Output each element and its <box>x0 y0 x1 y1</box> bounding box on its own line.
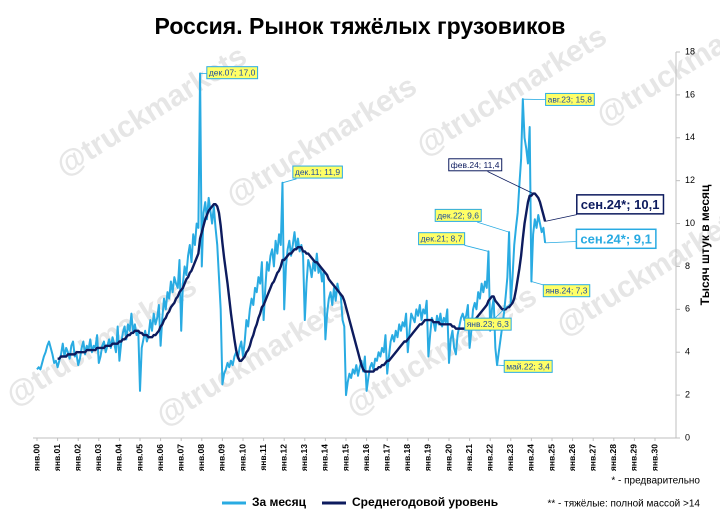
data-label: янв.24; 7,3 <box>531 281 591 298</box>
y-tick-label: 6 <box>685 304 690 314</box>
y-tick-label: 12 <box>685 175 695 185</box>
label-box <box>206 66 259 80</box>
x-tick-label: янв.14 <box>320 444 330 471</box>
data-label-text: дек.22; 9,6 <box>437 210 479 220</box>
label-connector <box>282 178 297 184</box>
y-tick-label: 10 <box>685 218 695 228</box>
data-label-text: дек.11; 11,9 <box>295 167 340 177</box>
data-label: янв.23; 6,3 <box>464 302 512 331</box>
x-tick-label: янв.26 <box>567 444 577 471</box>
x-tick-label: янв.24 <box>526 444 536 471</box>
y-tick-label: 0 <box>685 432 690 442</box>
data-label: дек.11; 11,9 <box>282 165 343 184</box>
x-tick-label: янв.13 <box>299 444 309 471</box>
x-tick-label: янв.02 <box>72 444 82 471</box>
x-tick-label: янв.22 <box>484 444 494 471</box>
label-box <box>542 284 591 298</box>
x-tick-label: янв.08 <box>196 444 206 471</box>
x-tick-label: янв.18 <box>402 444 412 471</box>
label-box <box>292 165 343 179</box>
data-label-text: авг.23; 15,8 <box>548 94 593 104</box>
y-tick-label: 2 <box>685 389 690 399</box>
y-axis-label: Тысяч штук в месяц <box>698 184 712 305</box>
data-label-text: сен.24*; 10,1 <box>581 197 660 212</box>
x-tick-label: янв.29 <box>629 444 639 471</box>
label-connector <box>545 214 577 222</box>
label-connector <box>464 244 489 252</box>
label-box <box>418 232 466 246</box>
data-label: сен.24*; 10,1 <box>545 194 665 222</box>
label-connector <box>545 241 577 244</box>
x-tick-label: янв.03 <box>93 444 103 471</box>
data-label: дек.21; 8,7 <box>418 232 489 252</box>
x-tick-label: янв.23 <box>505 444 515 471</box>
x-tick-label: янв.07 <box>175 444 185 471</box>
data-label-text: янв.23; 6,3 <box>467 319 509 329</box>
watermark: @truckmarkets <box>410 19 612 162</box>
x-tick-label: янв.30 <box>649 444 659 471</box>
data-label: фев.24; 11,4 <box>448 158 534 194</box>
watermark: @truckmarkets <box>50 39 252 182</box>
label-connector <box>487 171 534 194</box>
label-box <box>464 317 512 331</box>
x-tick-label: янв.15 <box>340 444 350 471</box>
label-box <box>434 208 482 222</box>
x-tick-label: янв.19 <box>423 444 433 471</box>
x-tick-label: янв.28 <box>608 444 618 471</box>
x-tick-label: янв.05 <box>134 444 144 471</box>
data-label: дек.07; 17,0 <box>200 66 259 80</box>
legend-label: Среднегодовой уровень <box>352 495 498 509</box>
data-label: май.22; 3,4 <box>497 359 553 373</box>
x-tick-label: янв.21 <box>464 444 474 471</box>
label-box <box>576 194 665 215</box>
data-label-text: сен.24*; 9,1 <box>580 231 651 246</box>
label-connector <box>493 302 512 320</box>
x-tick-label: янв.27 <box>587 444 597 471</box>
y-tick-label: 14 <box>685 132 695 142</box>
x-tick-label: янв.09 <box>217 444 227 471</box>
watermark: @truckmarkets <box>220 69 422 212</box>
x-tick-label: янв.00 <box>31 444 41 471</box>
series-line <box>57 192 547 373</box>
data-label-text: дек.07; 17,0 <box>209 68 256 78</box>
x-tick-label: янв.10 <box>237 444 247 471</box>
x-tick-label: янв.04 <box>114 444 124 471</box>
x-tick-label: янв.06 <box>155 444 165 471</box>
label-box <box>503 359 553 373</box>
x-tick-label: янв.11 <box>258 444 268 471</box>
y-tick-label: 4 <box>685 347 690 357</box>
data-label-text: янв.24; 7,3 <box>545 286 587 296</box>
data-label-text: май.22; 3,4 <box>506 361 550 371</box>
x-tick-label: янв.20 <box>443 444 453 471</box>
x-tick-label: янв.25 <box>546 444 556 471</box>
watermark: @truckmarkets <box>590 0 720 133</box>
chart-title: Россия. Рынок тяжёлых грузовиков <box>155 13 566 39</box>
label-connector <box>477 221 510 233</box>
data-label: сен.24*; 9,1 <box>545 228 657 250</box>
x-tick-label: янв.17 <box>381 444 391 471</box>
x-tick-label: янв.16 <box>361 444 371 471</box>
label-box <box>575 228 657 250</box>
x-tick-label: янв.01 <box>52 444 62 471</box>
y-tick-label: 18 <box>685 46 695 56</box>
footnote: ** - тяжёлые: полной массой >14 <box>547 499 700 510</box>
data-label-text: дек.21; 8,7 <box>421 234 463 244</box>
y-tick-label: 8 <box>685 261 690 271</box>
legend-label: За месяц <box>252 495 307 509</box>
y-tick-label: 16 <box>685 89 695 99</box>
footnote: * - предварительно <box>611 476 700 487</box>
label-box <box>545 92 595 106</box>
data-label-text: фев.24; 11,4 <box>451 160 500 170</box>
data-label: дек.22; 9,6 <box>434 208 510 233</box>
data-label: авг.23; 15,8 <box>522 92 595 106</box>
label-box <box>448 158 503 172</box>
x-tick-label: янв.12 <box>278 444 288 471</box>
